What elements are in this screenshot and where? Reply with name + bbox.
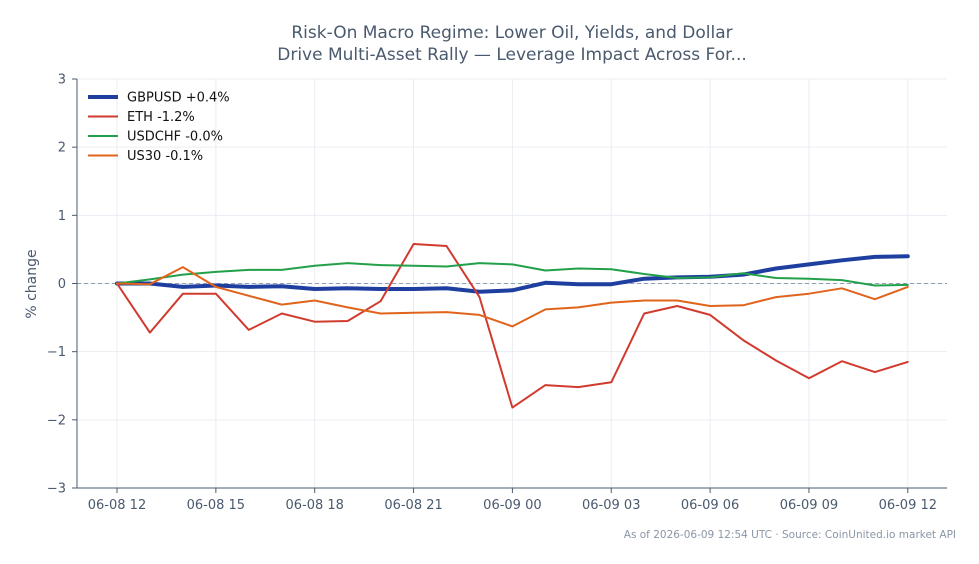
- series-layer: [115, 243, 910, 409]
- y-tick-label: 3: [58, 73, 66, 88]
- y-tick-label: 1: [58, 209, 66, 224]
- x-tick-label: 06-09 06: [681, 498, 739, 513]
- y-axis-label: % change: [24, 249, 40, 318]
- x-tick-labels: 06-08 12 06-08 15 06-08 18 06-08 21 06-09 00…: [88, 488, 937, 513]
- y-tick-label: −1: [47, 345, 66, 360]
- legend-label: ETH -1.2%: [127, 110, 195, 125]
- x-tick-label: 06-08 12: [88, 498, 146, 513]
- x-tick-label: 06-09 09: [780, 498, 838, 513]
- y-tick-labels: 3 2 1 0 −1 −2 −3: [47, 73, 77, 497]
- y-tick-label: −3: [47, 482, 66, 497]
- chart-title-line-1: Risk-On Macro Regime: Lower Oil, Yields,…: [291, 23, 732, 43]
- series-line-2: [116, 262, 909, 287]
- legend-label: GBPUSD +0.4%: [127, 91, 230, 106]
- x-tick-label: 06-09 00: [483, 498, 541, 513]
- y-tick-label: 2: [58, 141, 66, 156]
- x-tick-label: 06-08 18: [285, 498, 343, 513]
- series-line-0: [115, 254, 910, 294]
- y-tick-label: 0: [58, 277, 66, 292]
- x-tick-label: 06-09 12: [879, 498, 937, 513]
- legend: GBPUSD +0.4% ETH -1.2% USDCHF -0.0% US30 -0…: [88, 91, 230, 164]
- legend-label: USDCHF -0.0%: [127, 130, 223, 145]
- x-tick-label: 06-08 15: [187, 498, 245, 513]
- footer-source-note: As of 2026-06-09 12:54 UTC · Source: Coi…: [624, 529, 956, 541]
- series-line-3: [116, 266, 909, 328]
- x-tick-label: 06-09 03: [582, 498, 640, 513]
- x-tick-label: 06-08 21: [384, 498, 442, 513]
- series-line-1: [116, 243, 909, 409]
- y-tick-label: −2: [47, 413, 66, 428]
- legend-label: US30 -0.1%: [127, 149, 203, 164]
- chart-title-line-2: Drive Multi-Asset Rally — Leverage Impac…: [277, 45, 747, 65]
